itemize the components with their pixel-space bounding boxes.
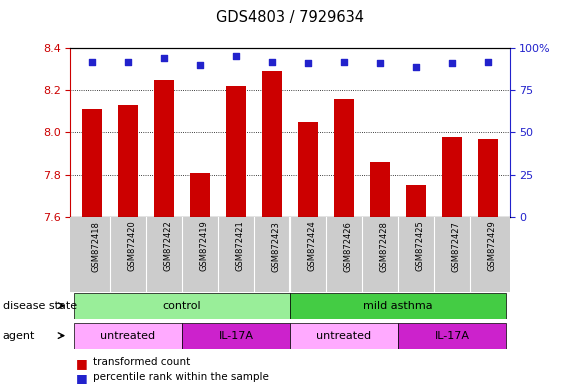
Point xyxy=(484,58,493,65)
Point xyxy=(159,55,168,61)
Text: agent: agent xyxy=(3,331,35,341)
Point xyxy=(195,62,204,68)
Bar xyxy=(154,80,174,217)
Bar xyxy=(406,185,426,217)
Point xyxy=(231,53,240,60)
Point xyxy=(267,58,276,65)
Text: GSM872428: GSM872428 xyxy=(380,221,389,271)
Text: GSM872422: GSM872422 xyxy=(164,221,173,271)
Text: GSM872423: GSM872423 xyxy=(272,221,281,271)
Bar xyxy=(370,162,390,217)
Text: mild asthma: mild asthma xyxy=(363,301,433,311)
Bar xyxy=(398,323,506,349)
Text: IL-17A: IL-17A xyxy=(218,331,253,341)
Text: untreated: untreated xyxy=(100,331,155,341)
Point xyxy=(339,58,348,65)
Bar xyxy=(290,323,398,349)
Bar xyxy=(298,122,318,217)
Bar xyxy=(442,137,462,217)
Bar xyxy=(290,293,506,319)
Bar xyxy=(74,293,290,319)
Text: GSM872424: GSM872424 xyxy=(308,221,317,271)
Text: GSM872420: GSM872420 xyxy=(128,221,137,271)
Text: transformed count: transformed count xyxy=(93,357,190,367)
Text: GSM872418: GSM872418 xyxy=(92,221,101,271)
Text: untreated: untreated xyxy=(316,331,372,341)
Bar xyxy=(478,139,498,217)
Point xyxy=(448,60,457,66)
Point xyxy=(412,63,421,70)
Point xyxy=(123,58,132,65)
Text: IL-17A: IL-17A xyxy=(435,331,470,341)
Text: disease state: disease state xyxy=(3,301,77,311)
Text: GSM872427: GSM872427 xyxy=(452,221,461,271)
Text: ■: ■ xyxy=(76,357,88,370)
Text: GSM872419: GSM872419 xyxy=(200,221,209,271)
Point xyxy=(376,60,385,66)
Text: percentile rank within the sample: percentile rank within the sample xyxy=(93,372,269,382)
Text: GSM872425: GSM872425 xyxy=(416,221,425,271)
Text: control: control xyxy=(163,301,201,311)
Text: GSM872429: GSM872429 xyxy=(488,221,497,271)
Point xyxy=(303,60,312,66)
Bar xyxy=(82,109,102,217)
Text: ■: ■ xyxy=(76,372,88,384)
Bar xyxy=(226,86,246,217)
Bar xyxy=(182,323,290,349)
Bar xyxy=(190,173,210,217)
Text: GDS4803 / 7929634: GDS4803 / 7929634 xyxy=(216,10,364,25)
Bar xyxy=(262,71,282,217)
Bar xyxy=(334,99,354,217)
Text: GSM872426: GSM872426 xyxy=(344,221,353,271)
Point xyxy=(87,58,96,65)
Text: GSM872421: GSM872421 xyxy=(236,221,245,271)
Bar xyxy=(74,323,182,349)
Bar xyxy=(118,105,138,217)
